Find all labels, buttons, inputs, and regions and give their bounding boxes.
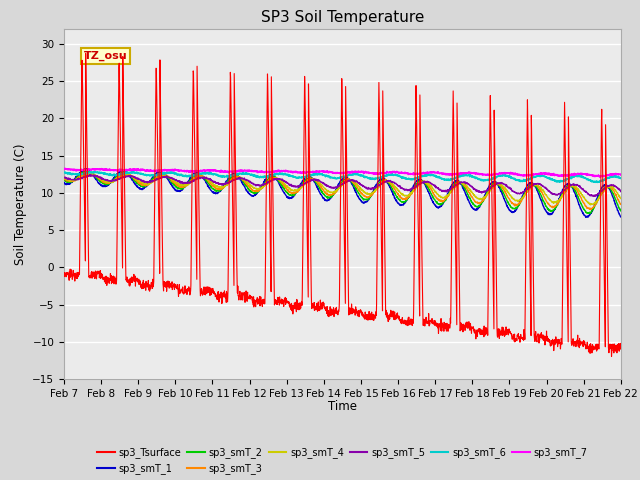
Y-axis label: Soil Temperature (C): Soil Temperature (C) <box>13 143 27 265</box>
sp3_smT_1 <box>584 214 591 219</box>
sp3_smT_6 <box>216 173 223 179</box>
sp3_smT_2 <box>568 184 575 190</box>
sp3_smT_1 <box>83 166 90 172</box>
sp3_Tsurface <box>607 354 615 360</box>
sp3_smT_2 <box>585 211 593 216</box>
sp3_smT_4 <box>587 202 595 208</box>
sp3_smT_3 <box>371 189 379 195</box>
sp3_smT_7 <box>617 172 625 178</box>
sp3_smT_7 <box>60 166 68 171</box>
sp3_smT_1 <box>504 205 512 211</box>
sp3_smT_4 <box>216 184 223 190</box>
sp3_smT_7 <box>359 169 367 175</box>
Title: SP3 Soil Temperature: SP3 Soil Temperature <box>260 10 424 25</box>
sp3_smT_5 <box>60 174 68 180</box>
sp3_smT_5 <box>584 190 591 196</box>
sp3_smT_2 <box>216 188 223 194</box>
sp3_Tsurface <box>584 339 591 345</box>
sp3_smT_5 <box>617 189 625 194</box>
sp3_smT_5 <box>371 186 379 192</box>
Text: TZ_osu: TZ_osu <box>83 50 127 61</box>
sp3_smT_1 <box>371 186 379 192</box>
sp3_smT_6 <box>593 180 601 185</box>
sp3_smT_2 <box>584 210 591 216</box>
sp3_smT_1 <box>582 215 590 220</box>
sp3_Tsurface <box>359 311 367 316</box>
sp3_smT_5 <box>359 182 367 188</box>
sp3_smT_5 <box>568 182 575 188</box>
Line: sp3_smT_4: sp3_smT_4 <box>64 173 621 205</box>
Line: sp3_smT_7: sp3_smT_7 <box>64 168 621 177</box>
sp3_smT_3 <box>359 191 367 197</box>
sp3_smT_6 <box>129 169 137 175</box>
Line: sp3_Tsurface: sp3_Tsurface <box>64 53 621 357</box>
sp3_smT_3 <box>216 186 223 192</box>
sp3_smT_4 <box>60 174 68 180</box>
Line: sp3_smT_6: sp3_smT_6 <box>64 172 621 182</box>
sp3_smT_6 <box>568 174 575 180</box>
sp3_smT_3 <box>617 202 625 207</box>
sp3_smT_4 <box>87 170 95 176</box>
sp3_smT_4 <box>504 189 512 195</box>
sp3_smT_5 <box>504 185 512 191</box>
Line: sp3_smT_5: sp3_smT_5 <box>64 175 621 196</box>
sp3_Tsurface <box>504 332 512 338</box>
Legend: sp3_Tsurface, sp3_smT_1, sp3_smT_2, sp3_smT_3, sp3_smT_4, sp3_smT_5, sp3_smT_6, : sp3_Tsurface, sp3_smT_1, sp3_smT_2, sp3_… <box>93 444 591 478</box>
sp3_smT_7 <box>61 166 69 171</box>
Line: sp3_smT_3: sp3_smT_3 <box>64 172 621 209</box>
sp3_smT_2 <box>83 168 90 173</box>
sp3_smT_1 <box>216 189 223 194</box>
sp3_smT_1 <box>60 180 68 185</box>
sp3_Tsurface <box>371 315 379 321</box>
sp3_Tsurface <box>568 342 575 348</box>
sp3_smT_3 <box>86 169 93 175</box>
sp3_smT_3 <box>584 205 591 211</box>
sp3_smT_6 <box>504 174 512 180</box>
sp3_smT_4 <box>617 195 625 201</box>
sp3_smT_2 <box>60 177 68 183</box>
sp3_smT_6 <box>371 177 379 182</box>
sp3_smT_2 <box>504 201 512 206</box>
X-axis label: Time: Time <box>328 400 357 413</box>
sp3_smT_4 <box>359 188 367 193</box>
sp3_smT_1 <box>568 183 575 189</box>
sp3_smT_7 <box>584 171 591 177</box>
sp3_Tsurface <box>82 50 90 56</box>
sp3_smT_5 <box>216 181 223 187</box>
sp3_smT_7 <box>371 170 379 176</box>
sp3_smT_3 <box>60 176 68 181</box>
Line: sp3_smT_2: sp3_smT_2 <box>64 170 621 214</box>
sp3_smT_5 <box>590 193 598 199</box>
Line: sp3_smT_1: sp3_smT_1 <box>64 169 621 217</box>
sp3_smT_4 <box>584 199 591 204</box>
sp3_smT_1 <box>359 200 367 205</box>
sp3_smT_2 <box>371 187 379 193</box>
sp3_smT_3 <box>586 206 594 212</box>
sp3_smT_1 <box>617 214 625 220</box>
sp3_smT_6 <box>60 169 68 175</box>
sp3_smT_4 <box>568 183 575 189</box>
sp3_smT_6 <box>359 173 367 179</box>
sp3_Tsurface <box>216 294 223 300</box>
sp3_smT_7 <box>596 174 604 180</box>
sp3_smT_7 <box>504 170 512 176</box>
sp3_smT_3 <box>504 195 512 201</box>
sp3_smT_2 <box>359 195 367 201</box>
sp3_smT_5 <box>86 172 94 178</box>
sp3_smT_7 <box>216 168 223 174</box>
sp3_smT_6 <box>584 176 591 182</box>
sp3_smT_4 <box>371 189 379 194</box>
sp3_smT_3 <box>568 183 575 189</box>
sp3_Tsurface <box>60 273 68 279</box>
sp3_smT_6 <box>617 176 625 181</box>
sp3_smT_7 <box>568 172 575 178</box>
sp3_Tsurface <box>617 346 625 352</box>
sp3_smT_2 <box>617 208 625 214</box>
